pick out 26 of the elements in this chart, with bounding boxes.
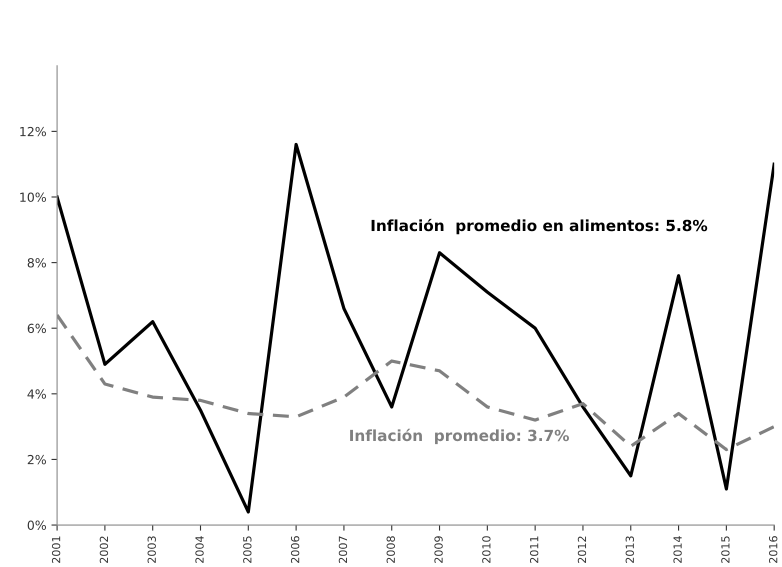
x-tick-label: 2016: [769, 536, 778, 563]
y-tick-label: 6%: [28, 324, 46, 334]
y-tick-label: 8%: [28, 258, 46, 268]
y-tick-label: 10%: [20, 192, 46, 202]
x-tick-label: 2004: [195, 536, 204, 563]
x-tick-label: 2006: [290, 536, 300, 563]
x-tick-label: 2007: [338, 536, 348, 563]
x-tick-label: 2005: [243, 536, 252, 563]
x-tick-label: 2015: [721, 536, 730, 563]
x-tick-label: 2014: [673, 536, 682, 563]
line-series: [57, 142, 774, 514]
x-tick-label: 2010: [482, 536, 491, 563]
x-tick-label: 2011: [530, 536, 538, 563]
x-tick-label: 2002: [100, 536, 108, 563]
y-tick-label: 4%: [27, 389, 46, 399]
y-tick-label: 0%: [28, 520, 46, 530]
y-tick-label: 12%: [20, 126, 46, 136]
x-tick-label: 2003: [148, 536, 156, 563]
x-tick-label: 2009: [434, 536, 443, 563]
y-tick-label: 2%: [28, 454, 46, 464]
x-tick-label: 2001: [52, 536, 60, 563]
x-tick-label: 2012: [578, 536, 586, 563]
x-tick-label: 2013: [626, 536, 634, 563]
text: Inflación promedio en alimentos: 5.8%: [372, 218, 708, 234]
x-tick-label: 2008: [386, 536, 395, 563]
series-label: Inflación promedio: 3.7%: [350, 428, 569, 444]
